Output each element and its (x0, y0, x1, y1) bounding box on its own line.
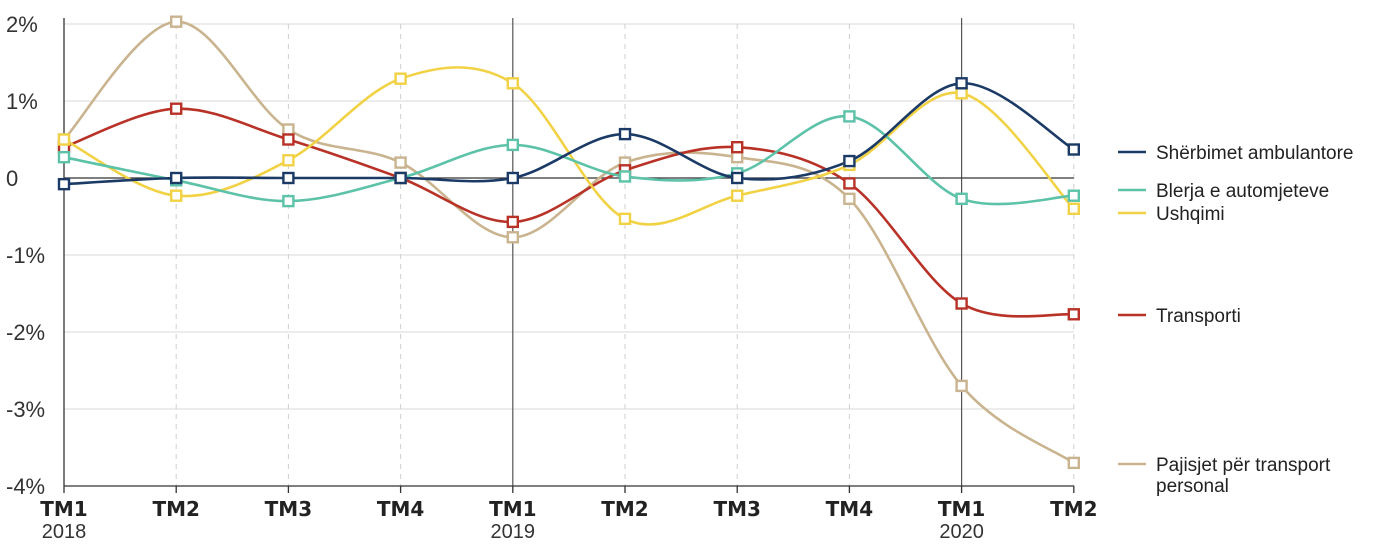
data-point-ushqimi (731, 189, 744, 202)
x-tick-label: TM2 (601, 497, 648, 521)
y-tick-label: 0 (6, 166, 18, 191)
data-point-ushqimi (618, 212, 632, 226)
data-point-ushqimi (282, 154, 295, 167)
x-tick-label: TM1 (40, 497, 87, 521)
series-line-transporti (63, 107, 1074, 318)
data-point-pajisjet-per-transport-personal (394, 156, 407, 169)
y-tick-label: -3% (6, 397, 45, 422)
legend-label: Transporti (1156, 306, 1241, 327)
grid (64, 18, 1075, 486)
data-point-pajisjet-per-transport-personal (843, 192, 856, 205)
data-point-transporti (843, 177, 856, 190)
x-tick-label: TM2 (1050, 497, 1097, 521)
legend-label: personal (1156, 476, 1229, 497)
legend: Shërbimet ambulantore Blerja e automjetev… (1118, 143, 1354, 497)
data-point-sherbimet-ambulantore (394, 171, 407, 185)
data-point-sherbimet-ambulantore (955, 77, 968, 90)
data-point-blerja-e-automjeteve (843, 110, 856, 123)
data-point-transporti (506, 215, 519, 229)
x-tick-label: TM4 (826, 497, 873, 521)
data-point-blerja-e-automjeteve (955, 192, 968, 205)
data-point-blerja-e-automjeteve (506, 138, 519, 152)
y-tick-label: 2% (6, 12, 38, 37)
data-point-ushqimi (1067, 202, 1081, 216)
series-line-sherbimet-ambulantore (63, 81, 1075, 186)
data-point-transporti (169, 102, 183, 115)
x-tick-label: TM2 (152, 497, 199, 521)
data-point-blerja-e-automjeteve (618, 170, 632, 183)
data-point-pajisjet-per-transport-personal (1067, 456, 1081, 470)
data-point-sherbimet-ambulantore (1067, 143, 1081, 156)
data-point-ushqimi (506, 77, 519, 90)
series-lines (63, 20, 1075, 464)
y-tick-label: -2% (6, 320, 45, 345)
data-point-ushqimi (57, 133, 71, 146)
series-markers (57, 15, 1081, 470)
data-point-sherbimet-ambulantore (57, 177, 71, 191)
data-point-blerja-e-automjeteve (1067, 189, 1081, 202)
data-point-transporti (731, 140, 744, 154)
y-tick-label: -4% (6, 474, 45, 499)
x-tick-label: TM3 (265, 497, 312, 521)
x-year-label: 2018 (42, 521, 87, 543)
legend-label: Blerja e automjeteve (1156, 181, 1329, 202)
y-tick-label: 1% (6, 89, 38, 114)
data-point-sherbimet-ambulantore (843, 154, 856, 168)
legend-label: Pajisjet për transport (1156, 455, 1331, 476)
series-line-blerja-e-automjeteve (63, 115, 1074, 206)
data-point-ushqimi (955, 87, 968, 100)
data-point-pajisjet-per-transport-personal (731, 151, 744, 164)
legend-label: Ushqimi (1156, 204, 1225, 225)
data-point-pajisjet-per-transport-personal (955, 379, 968, 393)
data-point-ushqimi (394, 72, 407, 85)
data-point-transporti (955, 297, 968, 310)
data-point-transporti (282, 133, 295, 146)
x-tick-label: TM1 (938, 497, 985, 521)
x-tick-label: TM1 (489, 497, 536, 521)
data-point-sherbimet-ambulantore (618, 127, 632, 141)
data-point-sherbimet-ambulantore (731, 171, 744, 185)
x-year-label: 2019 (491, 521, 536, 543)
data-point-blerja-e-automjeteve (57, 151, 71, 164)
data-point-transporti (1067, 308, 1081, 321)
data-point-sherbimet-ambulantore (506, 171, 519, 185)
data-point-blerja-e-automjeteve (282, 194, 295, 208)
x-tick-label: TM3 (713, 497, 760, 521)
y-tick-label: -1% (6, 243, 45, 268)
legend-label: Shërbimet ambulantore (1156, 143, 1354, 164)
data-point-ushqimi (169, 189, 183, 202)
y-tick-labels: 2% 1% 0 -1% -2% -3% -4% (6, 12, 45, 499)
data-point-sherbimet-ambulantore (282, 171, 295, 185)
series-line-pajisjet-per-transport-personal (63, 20, 1075, 464)
data-point-pajisjet-per-transport-personal (506, 231, 519, 244)
data-point-sherbimet-ambulantore (169, 171, 183, 185)
x-tick-label: TM4 (377, 497, 424, 521)
data-point-pajisjet-per-transport-personal (169, 15, 183, 28)
x-year-label: 2020 (939, 521, 984, 543)
data-point-pajisjet-per-transport-personal (282, 123, 295, 136)
series-line-ushqimi (63, 66, 1075, 226)
